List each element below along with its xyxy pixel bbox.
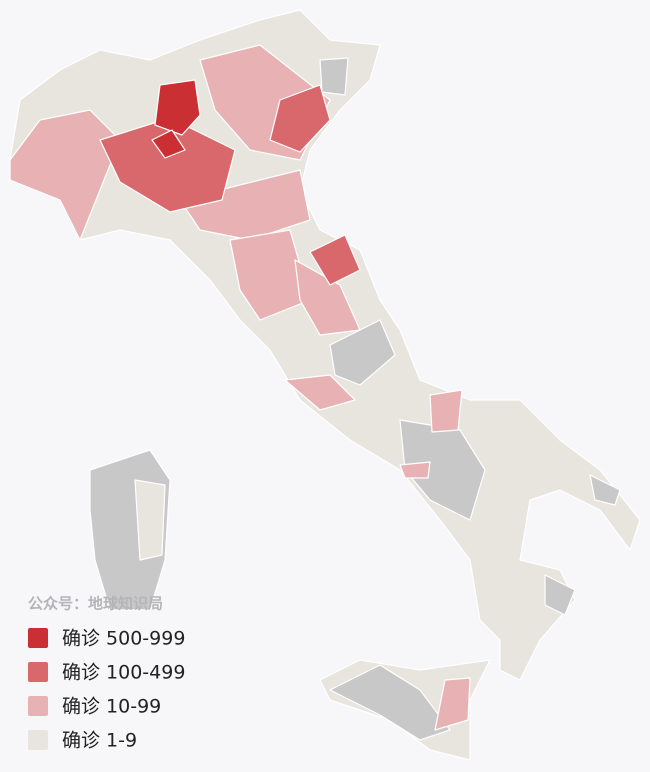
italy-map	[9, 9, 641, 761]
legend-swatch	[28, 730, 48, 750]
legend-swatch	[28, 628, 48, 648]
watermark: 公众号：地球知识局	[28, 595, 163, 613]
province-100-499	[269, 84, 331, 153]
legend-swatch	[28, 696, 48, 716]
province-10-99	[434, 677, 471, 731]
province-10-99	[179, 169, 311, 241]
province-10-99	[399, 461, 431, 479]
province-grey	[329, 319, 396, 386]
sardinia-east	[134, 479, 166, 561]
legend-label: 确诊 100-499	[62, 662, 185, 684]
province-500-999	[154, 79, 201, 136]
province-grey	[589, 474, 621, 506]
province-500-999	[151, 129, 186, 159]
legend-label: 确诊 1-9	[62, 730, 137, 752]
province-100-499	[309, 234, 361, 286]
legend-label: 确诊 500-999	[62, 628, 185, 650]
province-grey	[319, 57, 349, 96]
legend: 确诊 500-999 确诊 100-499 确诊 10-99 确诊 1-9	[28, 628, 185, 752]
province-10-99	[429, 389, 463, 433]
province-10-99	[229, 229, 311, 321]
legend-label: 确诊 10-99	[62, 696, 161, 718]
legend-swatch	[28, 662, 48, 682]
province-10-99	[284, 374, 356, 411]
province-10-99	[9, 109, 121, 241]
province-grey	[329, 664, 451, 741]
province-grey	[544, 574, 576, 616]
